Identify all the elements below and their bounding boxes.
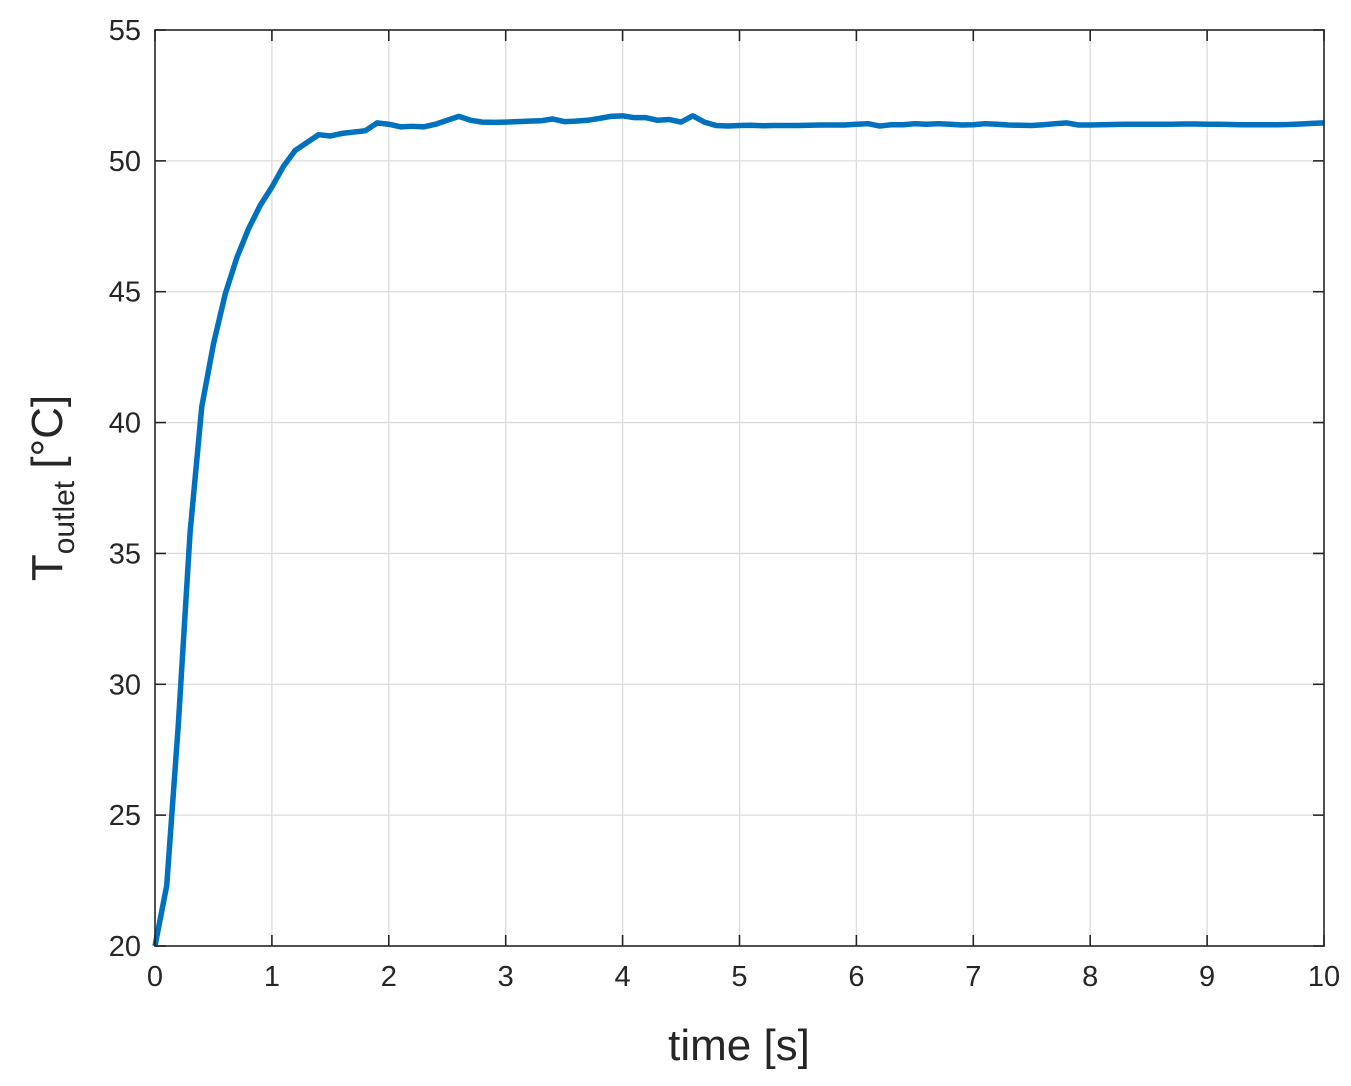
x-tick-label: 1: [264, 961, 280, 993]
y-tick-label: 55: [109, 15, 141, 47]
x-axis-ticks: 0 1 2 3 4 5 6 7 8 9 10: [147, 30, 1340, 993]
y-tick-label: 30: [109, 669, 141, 701]
x-tick-label: 3: [498, 961, 514, 993]
y-tick-label: 45: [109, 277, 141, 309]
x-tick-label: 6: [848, 961, 864, 993]
y-tick-label: 50: [109, 146, 141, 178]
y-axis-title-unit: [°C]: [23, 395, 72, 481]
x-tick-label: 4: [615, 961, 631, 993]
y-tick-label: 40: [109, 408, 141, 440]
x-tick-label: 5: [731, 961, 747, 993]
x-tick-label: 7: [965, 961, 981, 993]
x-tick-label: 10: [1308, 961, 1340, 993]
x-tick-label: 0: [147, 961, 163, 993]
y-tick-label: 35: [109, 538, 141, 570]
y-axis-ticks: 20 25 30 35 40 45 50 55: [109, 15, 1324, 963]
y-axis-title-subscript: outlet: [48, 480, 81, 554]
x-axis-title: time [s]: [668, 1021, 810, 1070]
grid-lines: [155, 30, 1324, 946]
series-line: [152, 113, 1325, 947]
x-tick-label: 8: [1082, 961, 1098, 993]
y-tick-label: 25: [109, 800, 141, 832]
series-layer: [152, 113, 1325, 947]
y-axis-title-main: T: [23, 554, 72, 581]
y-tick-label: 20: [109, 931, 141, 963]
x-tick-label: 9: [1199, 961, 1215, 993]
x-tick-label: 2: [381, 961, 397, 993]
y-axis-title: Toutlet [°C]: [23, 395, 81, 581]
